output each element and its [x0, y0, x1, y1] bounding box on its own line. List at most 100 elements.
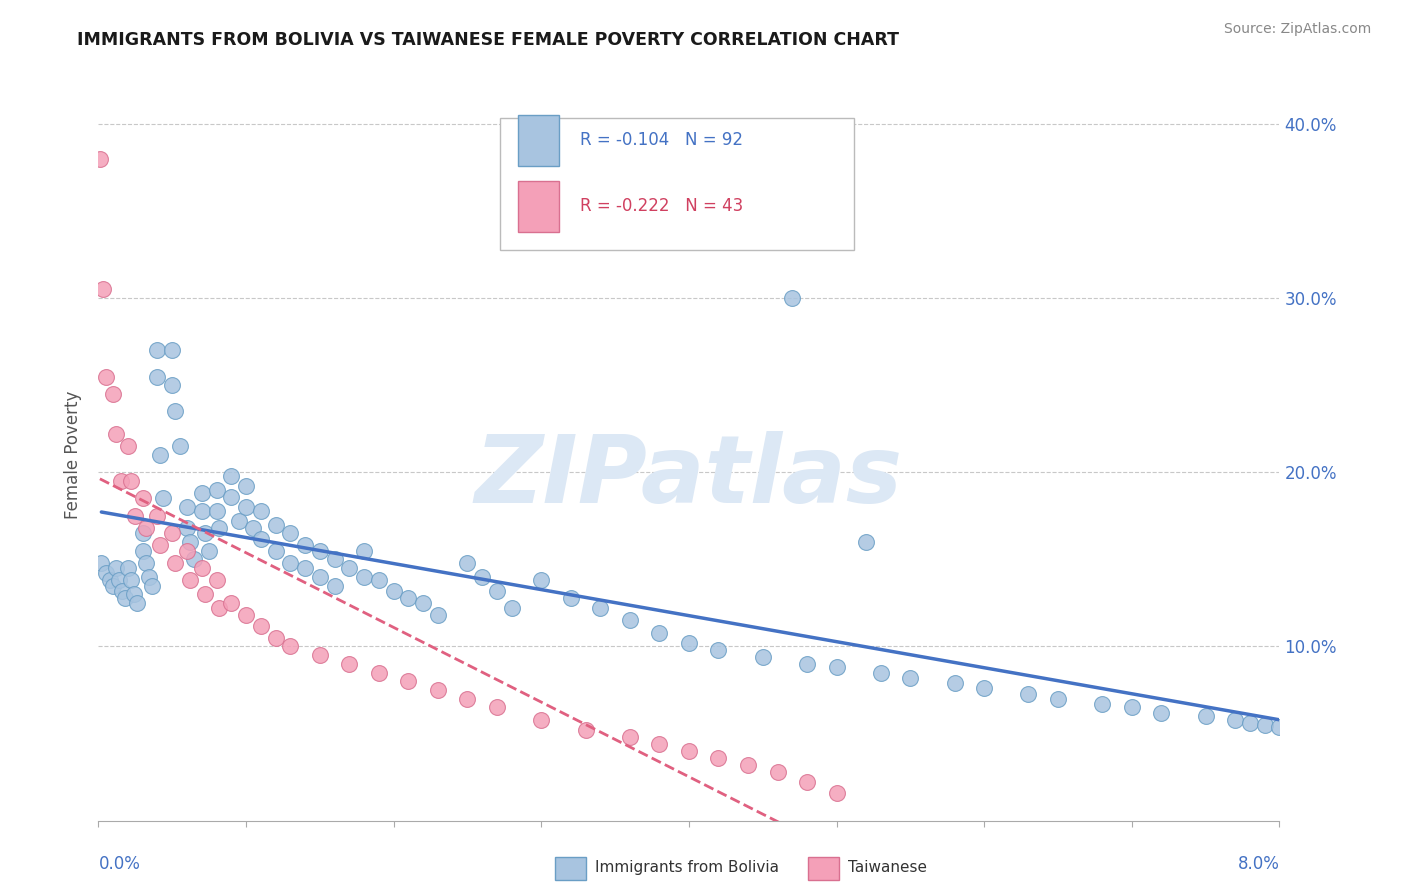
- Text: R = -0.222   N = 43: R = -0.222 N = 43: [581, 197, 744, 215]
- Point: [1254, 718, 1277, 732]
- Point: [176, 521, 198, 535]
- FancyBboxPatch shape: [501, 119, 855, 250]
- Point: [339, 561, 361, 575]
- Point: [91, 283, 114, 297]
- Point: [280, 556, 302, 570]
- Point: [179, 574, 201, 588]
- Point: [323, 552, 346, 566]
- Point: [1121, 700, 1143, 714]
- Point: [120, 574, 142, 588]
- Point: [619, 613, 641, 627]
- Point: [205, 483, 228, 497]
- Point: [530, 574, 553, 588]
- Point: [205, 503, 228, 517]
- Point: [973, 681, 995, 696]
- Point: [250, 532, 273, 546]
- Point: [235, 479, 257, 493]
- Point: [398, 674, 420, 689]
- Point: [114, 591, 136, 605]
- Point: [427, 608, 450, 623]
- Point: [110, 474, 132, 488]
- Point: [707, 751, 730, 765]
- Point: [309, 570, 332, 584]
- Point: [752, 649, 775, 664]
- Point: [1239, 716, 1261, 731]
- Point: [235, 500, 257, 515]
- Point: [194, 526, 217, 541]
- Point: [280, 526, 302, 541]
- Point: [162, 378, 183, 392]
- Point: [176, 500, 198, 515]
- Point: [825, 660, 848, 674]
- Point: [264, 631, 287, 645]
- Point: [353, 543, 375, 558]
- Point: [179, 535, 201, 549]
- Point: [117, 561, 139, 575]
- Text: Immigrants from Bolivia: Immigrants from Bolivia: [595, 861, 779, 875]
- Point: [105, 427, 128, 442]
- Point: [165, 556, 187, 570]
- Point: [165, 404, 187, 418]
- Text: 8.0%: 8.0%: [1237, 855, 1279, 873]
- Point: [1225, 713, 1247, 727]
- Point: [398, 591, 420, 605]
- Point: [648, 737, 671, 751]
- Point: [427, 683, 450, 698]
- Point: [208, 601, 231, 615]
- Point: [280, 640, 302, 654]
- Point: [486, 583, 509, 598]
- Point: [221, 596, 243, 610]
- Point: [678, 636, 700, 650]
- Point: [98, 574, 121, 588]
- Text: 0.0%: 0.0%: [98, 855, 141, 873]
- Point: [176, 543, 198, 558]
- Point: [90, 556, 112, 570]
- Point: [457, 556, 479, 570]
- Point: [141, 578, 163, 592]
- Point: [530, 713, 553, 727]
- Point: [191, 503, 214, 517]
- Point: [117, 439, 139, 453]
- Point: [264, 517, 287, 532]
- Point: [294, 539, 316, 553]
- Point: [782, 291, 804, 305]
- FancyBboxPatch shape: [517, 180, 560, 232]
- Text: Source: ZipAtlas.com: Source: ZipAtlas.com: [1223, 22, 1371, 37]
- Point: [589, 601, 612, 615]
- Point: [146, 343, 169, 358]
- Point: [132, 491, 155, 506]
- Point: [457, 691, 479, 706]
- Point: [737, 758, 759, 772]
- Point: [198, 543, 221, 558]
- Point: [471, 570, 494, 584]
- Point: [339, 657, 361, 671]
- Point: [1150, 706, 1173, 720]
- Point: [191, 486, 214, 500]
- Point: [294, 561, 316, 575]
- Point: [678, 744, 700, 758]
- Point: [103, 387, 125, 401]
- Point: [648, 625, 671, 640]
- Y-axis label: Female Poverty: Female Poverty: [65, 391, 83, 519]
- Point: [323, 578, 346, 592]
- Point: [94, 369, 117, 384]
- Point: [264, 543, 287, 558]
- Point: [242, 521, 264, 535]
- Text: ZIPatlas: ZIPatlas: [475, 431, 903, 523]
- Point: [382, 583, 405, 598]
- Point: [309, 543, 332, 558]
- Point: [368, 574, 391, 588]
- Point: [619, 730, 641, 744]
- Point: [103, 578, 125, 592]
- Point: [108, 574, 131, 588]
- Point: [412, 596, 434, 610]
- Point: [124, 508, 146, 523]
- Point: [1046, 691, 1070, 706]
- Point: [766, 764, 789, 779]
- Point: [191, 561, 214, 575]
- Point: [122, 587, 145, 601]
- Point: [1091, 697, 1114, 711]
- Point: [149, 539, 172, 553]
- Point: [353, 570, 375, 584]
- Point: [368, 665, 391, 680]
